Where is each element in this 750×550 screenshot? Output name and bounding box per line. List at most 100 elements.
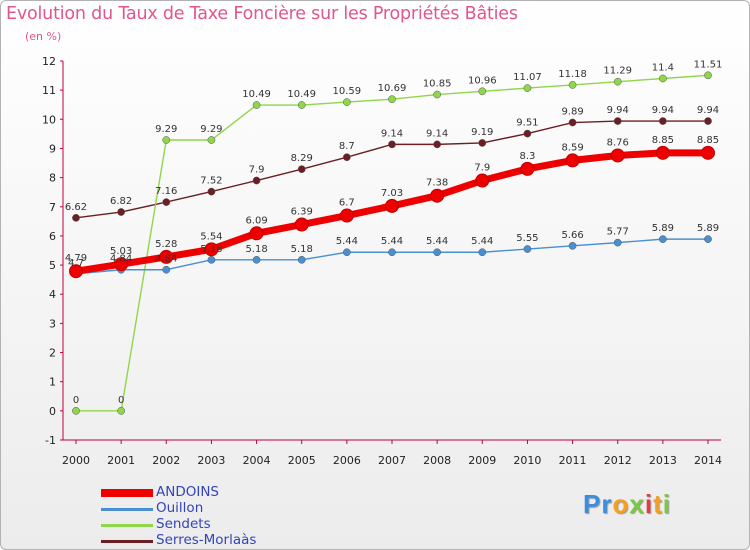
data-label-sendets: 11.29 [603, 66, 632, 77]
y-tick-label: 6 [49, 230, 56, 243]
y-tick-label: 1 [49, 376, 56, 389]
data-label-sendets: 10.59 [333, 86, 362, 97]
data-label-andoins: 7.03 [381, 188, 403, 199]
data-label-andoins: 6.39 [291, 207, 313, 218]
x-tick-label: 2003 [197, 454, 225, 467]
data-point-ouillon [297, 255, 306, 264]
data-label-ouillon: 5.44 [381, 236, 403, 247]
data-point-andoins [430, 188, 445, 203]
y-tick-label: 0 [49, 405, 56, 418]
y-tick-label: 10 [42, 113, 56, 126]
logo-letter: t [653, 489, 663, 519]
legend-label: Ouillon [156, 500, 204, 516]
x-tick-label: 2011 [559, 454, 587, 467]
data-label-serres-morla-s: 7.52 [200, 176, 222, 187]
data-label-andoins: 8.85 [697, 135, 719, 146]
logo-letter: P [583, 489, 602, 519]
data-point-andoins [159, 249, 174, 264]
legend-label: Sendets [156, 516, 211, 532]
data-label-sendets: 10.49 [242, 89, 271, 100]
data-label-serres-morla-s: 9.89 [561, 107, 583, 118]
data-label-ouillon: 4.84 [155, 254, 177, 265]
legend-swatch [101, 524, 153, 527]
y-tick-label: 8 [49, 172, 56, 185]
data-point-sendets [704, 71, 712, 80]
data-point-ouillon [523, 245, 532, 253]
data-label-ouillon: 5.18 [245, 244, 267, 255]
data-label-ouillon: 5.44 [426, 236, 448, 247]
data-point-andoins [204, 242, 219, 257]
data-label-serres-morla-s: 9.51 [516, 118, 538, 129]
legend-label: Serres-Morlaàs [156, 532, 257, 548]
data-label-ouillon: 5.44 [336, 236, 358, 247]
data-point-sendets [568, 81, 577, 89]
data-label-sendets: 10.85 [423, 79, 452, 90]
data-point-sendets [613, 77, 622, 86]
data-point-serres-morla-s [343, 153, 351, 162]
logo-letter: o [612, 489, 630, 519]
chart-title: Evolution du Taux de Taxe Foncière sur l… [6, 4, 518, 24]
logo-letter: i [644, 489, 654, 519]
data-point-serres-morla-s [297, 165, 306, 174]
data-labels-layer: 6.62 6.82 7.16 7.52 7.9 8.29 8.7 9.14 9.14 9.19 9.… [65, 59, 722, 406]
data-label-serres-morla-s: 8.7 [339, 141, 355, 152]
logo-letter: i [662, 489, 671, 519]
data-point-andoins [520, 161, 535, 176]
data-label-ouillon: 5.44 [471, 236, 493, 247]
data-point-andoins [294, 217, 309, 232]
data-point-andoins [655, 145, 670, 160]
data-point-andoins [114, 257, 129, 272]
data-label-sendets: 0 [73, 395, 79, 406]
data-label-sendets: 9.29 [155, 124, 177, 135]
data-point-serres-morla-s [252, 176, 261, 185]
data-point-sendets [117, 406, 125, 415]
data-point-serres-morla-s [162, 198, 171, 206]
y-tick-label: 4 [49, 288, 56, 301]
data-label-serres-morla-s: 9.94 [607, 105, 629, 116]
legend-item: ANDOINS [101, 484, 361, 501]
data-label-ouillon: 5.66 [561, 230, 583, 241]
data-label-serres-morla-s: 9.14 [426, 128, 448, 139]
y-tick-label: 3 [49, 317, 56, 330]
data-point-sendets [659, 74, 667, 83]
data-point-sendets [523, 84, 532, 92]
data-label-andoins: 8.3 [519, 151, 535, 162]
data-label-andoins: 5.03 [110, 246, 132, 257]
x-tick-label: 2009 [468, 454, 496, 467]
data-point-serres-morla-s [568, 118, 577, 127]
data-point-andoins [249, 226, 264, 241]
y-tick-label: 2 [49, 347, 56, 360]
data-point-serres-morla-s [117, 208, 125, 216]
data-point-andoins [385, 198, 399, 213]
chart-subtitle: (en %) [25, 30, 62, 43]
data-point-serres-morla-s [207, 187, 216, 196]
data-label-sendets: 10.69 [378, 83, 407, 94]
data-label-andoins: 5.54 [200, 231, 222, 242]
data-point-sendets [252, 101, 261, 109]
x-tick-label: 2008 [423, 454, 451, 467]
data-point-sendets [433, 90, 441, 99]
x-tick-label: 2002 [152, 454, 180, 467]
y-tick-label: -1 [45, 434, 56, 447]
series-layer [69, 71, 715, 415]
data-label-ouillon: 4.7 [68, 258, 84, 269]
data-point-sendets [388, 95, 396, 104]
data-point-ouillon [388, 248, 396, 257]
data-point-serres-morla-s [433, 140, 441, 149]
data-label-andoins: 6.7 [339, 198, 355, 209]
x-tick-label: 2012 [604, 454, 632, 467]
data-label-andoins: 7.38 [426, 178, 448, 189]
data-label-ouillon: 5.18 [291, 244, 313, 255]
y-tick-label: 7 [49, 201, 56, 214]
data-label-andoins: 5.28 [155, 239, 177, 250]
legend-item: Sendets [101, 516, 361, 533]
x-tick-label: 2007 [378, 454, 406, 467]
legend-swatch [101, 508, 153, 511]
data-point-andoins [610, 148, 625, 163]
data-point-sendets [72, 406, 80, 415]
data-point-sendets [162, 136, 171, 144]
proxiti-logo: Proxiti [583, 489, 671, 520]
data-label-serres-morla-s: 9.19 [471, 127, 493, 138]
